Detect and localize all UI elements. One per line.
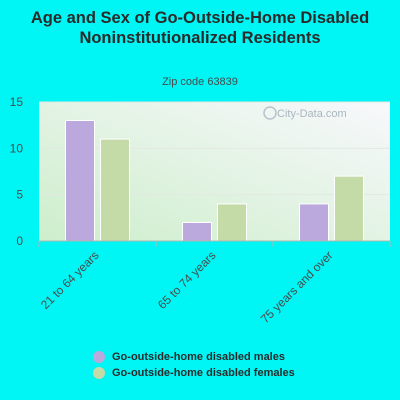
bar-males[interactable] xyxy=(182,221,212,242)
y-tick-label: 10 xyxy=(10,141,24,155)
watermark: City-Data.com xyxy=(263,106,347,120)
x-tick-label: 75 years and over xyxy=(258,248,336,326)
chart-subtitle: Zip code 63839 xyxy=(162,76,238,88)
watermark-text: City-Data.com xyxy=(277,108,347,120)
legend-item-males: Go-outside-home disabled males xyxy=(93,349,295,365)
bar-females[interactable] xyxy=(100,138,130,242)
bar-males[interactable] xyxy=(65,120,95,242)
chart-title: Age and Sex of Go-Outside-Home Disabled … xyxy=(30,9,370,47)
y-tick-label: 15 xyxy=(10,95,24,109)
axes xyxy=(38,240,391,247)
bar-females[interactable] xyxy=(217,203,247,242)
y-tick-labels: 0 5 10 15 xyxy=(10,95,24,248)
bars xyxy=(65,120,364,242)
legend-swatch-females xyxy=(93,367,105,379)
bar-males[interactable] xyxy=(299,203,329,242)
legend-label-males: Go-outside-home disabled males xyxy=(112,351,285,363)
legend-label-females: Go-outside-home disabled females xyxy=(112,367,295,379)
legend-swatch-males xyxy=(93,351,105,363)
x-tick-label: 21 to 64 years xyxy=(38,248,102,312)
x-tick-label: 65 to 74 years xyxy=(155,248,219,312)
y-tick-label: 0 xyxy=(16,234,23,248)
legend-item-females: Go-outside-home disabled females xyxy=(93,365,295,381)
y-tick-label: 5 xyxy=(16,188,23,202)
legend: Go-outside-home disabled males Go-outsid… xyxy=(93,349,295,381)
plot-area xyxy=(39,102,390,241)
bar-females[interactable] xyxy=(334,175,364,242)
grid-lines xyxy=(39,101,390,196)
x-tick-labels: 21 to 64 years 65 to 74 years 75 years and… xyxy=(38,248,336,326)
